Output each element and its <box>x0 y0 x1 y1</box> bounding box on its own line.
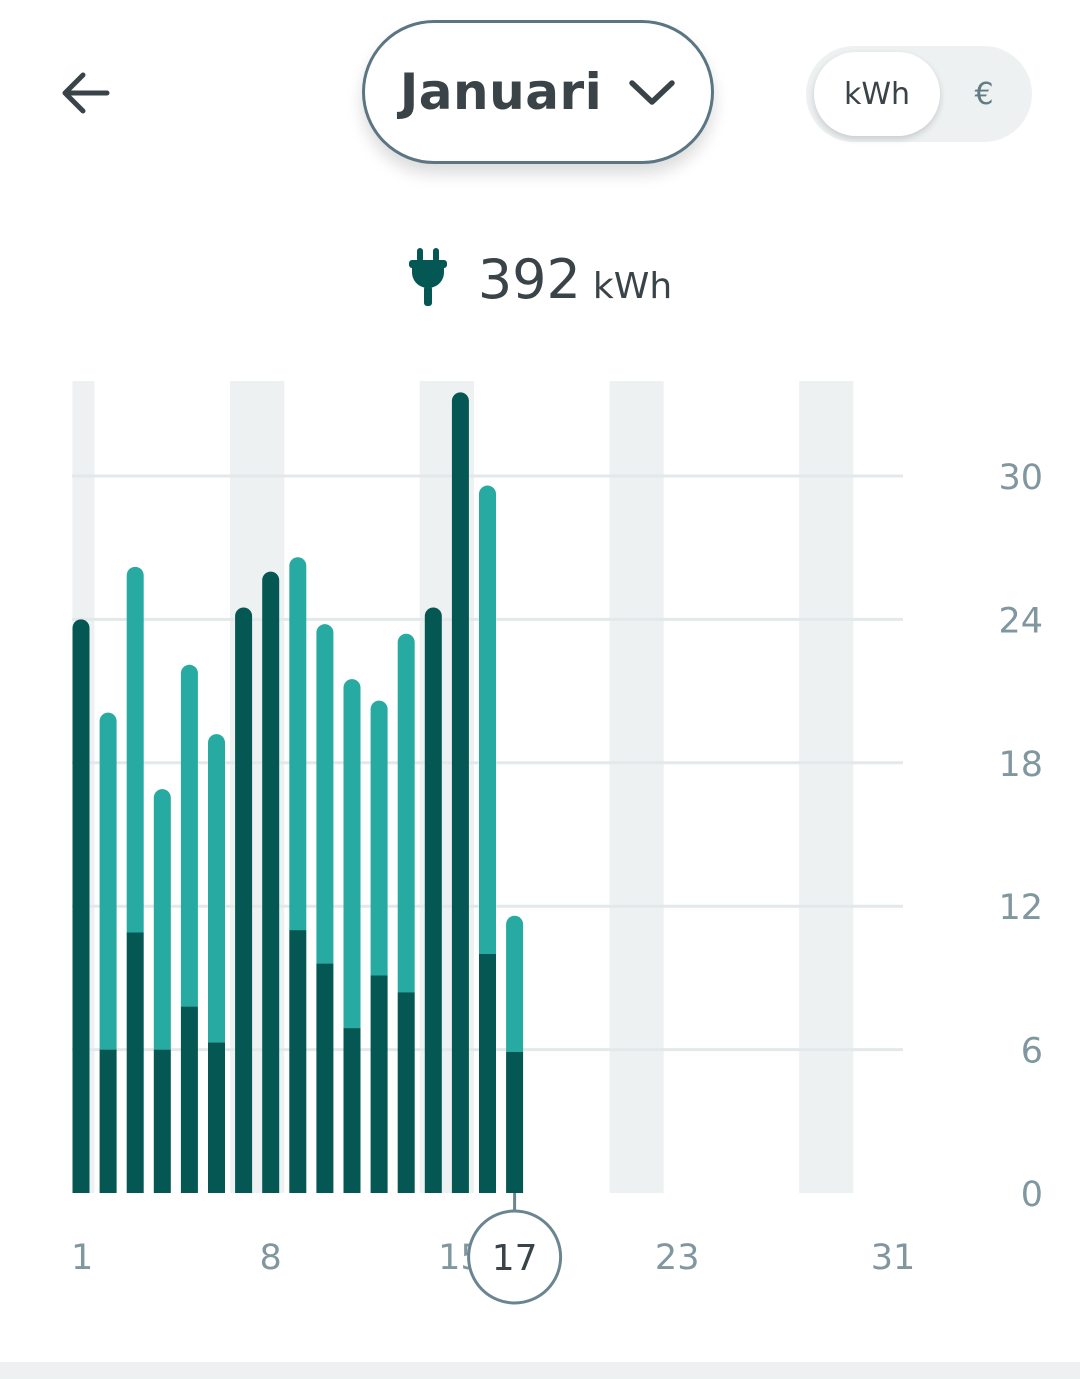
bar-day-11[interactable] <box>343 679 361 1193</box>
bar-day-6[interactable] <box>208 734 225 1193</box>
bar-day-12[interactable] <box>370 700 388 1193</box>
bar-segment-lower <box>370 975 388 1193</box>
bar-day-10[interactable] <box>316 624 334 1193</box>
bar-segment-lower <box>262 571 280 1193</box>
total-unit: kWh <box>592 266 673 307</box>
x-tick-label: 23 <box>655 1238 700 1278</box>
plug-icon <box>408 248 447 306</box>
selected-day-marker[interactable]: 17 <box>467 1193 563 1305</box>
bar-day-4[interactable] <box>153 789 171 1193</box>
bar-segment-upper <box>506 915 524 1052</box>
bar-segment-lower <box>479 954 496 1193</box>
month-selector[interactable]: Januari <box>362 20 714 164</box>
bar-day-2[interactable] <box>99 712 117 1193</box>
y-tick-label: 18 <box>998 745 1043 785</box>
y-tick-label: 6 <box>1021 1032 1043 1072</box>
month-label: Januari <box>399 63 603 121</box>
bar-segment-upper <box>289 557 307 931</box>
y-tick-label: 24 <box>998 601 1043 641</box>
total-value: 392 <box>477 248 581 311</box>
bar-day-5[interactable] <box>180 664 198 1193</box>
bar-day-13[interactable] <box>397 633 415 1193</box>
bar-segment-upper <box>370 700 388 976</box>
bar-day-17[interactable] <box>506 915 524 1193</box>
back-button[interactable] <box>52 60 118 126</box>
bar-segment-lower <box>316 963 334 1193</box>
bottom-sheet-edge <box>0 1362 1080 1379</box>
weekend-band-5 <box>799 381 854 1193</box>
bar-segment-upper <box>180 664 198 1007</box>
y-tick-label: 12 <box>998 888 1043 928</box>
bar-segment-upper <box>316 624 334 964</box>
bar-segment-lower <box>126 932 144 1193</box>
weekend-band-4 <box>609 381 664 1193</box>
bar-day-8[interactable] <box>262 571 280 1193</box>
y-tick-label: 0 <box>1021 1175 1043 1215</box>
bar-day-14[interactable] <box>424 607 442 1193</box>
bar-segment-lower <box>451 392 469 1194</box>
x-tick-label: 8 <box>260 1238 282 1278</box>
selected-day-circle <box>467 1209 563 1305</box>
bar-segment-lower <box>506 1051 524 1193</box>
bar-day-9[interactable] <box>289 557 307 1193</box>
bar-segment-upper <box>479 485 496 954</box>
bar-segment-upper <box>343 679 361 1029</box>
y-tick-label: 30 <box>998 458 1043 498</box>
bar-segment-lower <box>289 930 307 1193</box>
bar-day-1[interactable] <box>72 619 90 1193</box>
unit-option-kwh[interactable]: kWh <box>814 52 940 136</box>
bar-day-7[interactable] <box>235 607 253 1193</box>
chevron-down-icon <box>629 80 676 105</box>
bar-segment-lower <box>99 1049 117 1193</box>
bar-segment-upper <box>208 734 225 1043</box>
bar-day-15[interactable] <box>451 392 469 1194</box>
total-usage: 392 kWh <box>0 236 1080 316</box>
unit-option-euro[interactable]: € <box>974 76 994 112</box>
arrow-left-icon <box>62 72 110 114</box>
bar-segment-lower <box>424 607 442 1193</box>
bar-segment-lower <box>180 1006 198 1193</box>
x-tick-label: 1 <box>71 1238 93 1278</box>
bar-segment-upper <box>153 789 171 1050</box>
unit-toggle: kWh € <box>806 46 1032 142</box>
bar-day-3[interactable] <box>126 566 144 1193</box>
x-tick-label: 31 <box>871 1238 916 1278</box>
bar-segment-lower <box>72 619 90 1193</box>
bar-segment-upper <box>126 566 144 933</box>
bar-segment-lower <box>397 992 415 1193</box>
bar-segment-upper <box>397 633 415 993</box>
bar-segment-lower <box>343 1028 361 1193</box>
selected-day-label: 17 <box>492 1238 538 1279</box>
bar-day-16[interactable] <box>479 485 496 1193</box>
bar-segment-lower <box>208 1042 225 1193</box>
bar-segment-lower <box>153 1049 171 1193</box>
bar-segment-upper <box>99 712 117 1050</box>
bar-segment-lower <box>235 607 253 1193</box>
